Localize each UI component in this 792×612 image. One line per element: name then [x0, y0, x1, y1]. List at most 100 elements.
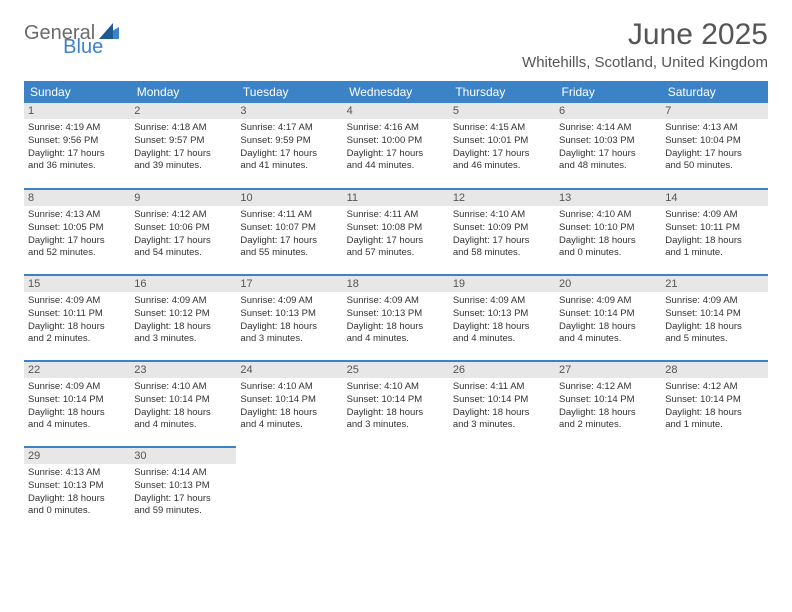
day-number: 8 — [24, 190, 130, 206]
sunrise-text: Sunrise: 4:12 AM — [559, 381, 657, 394]
day-number: 20 — [555, 276, 661, 292]
day-info: Sunrise: 4:18 AMSunset: 9:57 PMDaylight:… — [134, 122, 232, 173]
day-number: 5 — [449, 103, 555, 119]
sunset-text: Sunset: 10:09 PM — [453, 222, 551, 235]
day-info: Sunrise: 4:10 AMSunset: 10:14 PMDaylight… — [134, 381, 232, 432]
sunrise-text: Sunrise: 4:10 AM — [559, 209, 657, 222]
daylight-text: and 4 minutes. — [347, 333, 445, 346]
sunset-text: Sunset: 10:14 PM — [347, 394, 445, 407]
daylight-text: Daylight: 18 hours — [559, 407, 657, 420]
sunrise-text: Sunrise: 4:09 AM — [665, 209, 763, 222]
daylight-text: Daylight: 17 hours — [134, 493, 232, 506]
daylight-text: and 3 minutes. — [347, 419, 445, 432]
daylight-text: and 46 minutes. — [453, 160, 551, 173]
weekday-header: Saturday — [661, 81, 767, 103]
calendar-cell: 10 Sunrise: 4:11 AMSunset: 10:07 PMDaylig… — [236, 189, 342, 275]
sunset-text: Sunset: 10:13 PM — [453, 308, 551, 321]
sunset-text: Sunset: 10:14 PM — [240, 394, 338, 407]
daylight-text: and 3 minutes. — [453, 419, 551, 432]
daylight-text: Daylight: 17 hours — [240, 235, 338, 248]
sunset-text: Sunset: 10:10 PM — [559, 222, 657, 235]
sunset-text: Sunset: 9:59 PM — [240, 135, 338, 148]
sunset-text: Sunset: 10:08 PM — [347, 222, 445, 235]
daylight-text: Daylight: 17 hours — [28, 235, 126, 248]
day-number: 27 — [555, 362, 661, 378]
calendar-cell: 23Sunrise: 4:10 AMSunset: 10:14 PMDaylig… — [130, 361, 236, 447]
sunrise-text: Sunrise: 4:17 AM — [240, 122, 338, 135]
calendar-cell: 28Sunrise: 4:12 AMSunset: 10:14 PMDaylig… — [661, 361, 767, 447]
daylight-text: Daylight: 18 hours — [559, 235, 657, 248]
sunrise-text: Sunrise: 4:09 AM — [134, 295, 232, 308]
sunrise-text: Sunrise: 4:09 AM — [240, 295, 338, 308]
daylight-text: and 48 minutes. — [559, 160, 657, 173]
calendar-cell: 29Sunrise: 4:13 AMSunset: 10:13 PMDaylig… — [24, 447, 130, 533]
calendar-cell: 3 Sunrise: 4:17 AMSunset: 9:59 PMDaylight… — [236, 103, 342, 189]
daylight-text: and 5 minutes. — [665, 333, 763, 346]
daylight-text: and 44 minutes. — [347, 160, 445, 173]
day-number: 12 — [449, 190, 555, 206]
calendar-cell: 27Sunrise: 4:12 AMSunset: 10:14 PMDaylig… — [555, 361, 661, 447]
daylight-text: and 41 minutes. — [240, 160, 338, 173]
calendar-cell — [555, 447, 661, 533]
sunrise-text: Sunrise: 4:12 AM — [134, 209, 232, 222]
calendar-cell: 17Sunrise: 4:09 AMSunset: 10:13 PMDaylig… — [236, 275, 342, 361]
page-subtitle: Whitehills, Scotland, United Kingdom — [522, 54, 768, 71]
day-number: 11 — [343, 190, 449, 206]
sunrise-text: Sunrise: 4:15 AM — [453, 122, 551, 135]
calendar-cell: 20 Sunrise: 4:09 AMSunset: 10:14 PMDaylig… — [555, 275, 661, 361]
day-info: Sunrise: 4:09 AMSunset: 10:14 PMDaylight… — [665, 295, 763, 346]
day-info: Sunrise: 4:11 AMSunset: 10:07 PMDaylight… — [240, 209, 338, 260]
daylight-text: Daylight: 18 hours — [28, 321, 126, 334]
daylight-text: and 55 minutes. — [240, 247, 338, 260]
daylight-text: and 39 minutes. — [134, 160, 232, 173]
daylight-text: Daylight: 17 hours — [347, 235, 445, 248]
calendar-cell: 24Sunrise: 4:10 AMSunset: 10:14 PMDaylig… — [236, 361, 342, 447]
sunrise-text: Sunrise: 4:16 AM — [347, 122, 445, 135]
sunset-text: Sunset: 10:14 PM — [453, 394, 551, 407]
daylight-text: and 4 minutes. — [28, 419, 126, 432]
daylight-text: Daylight: 17 hours — [134, 148, 232, 161]
sunset-text: Sunset: 10:13 PM — [347, 308, 445, 321]
day-info: Sunrise: 4:15 AMSunset: 10:01 PMDaylight… — [453, 122, 551, 173]
calendar-cell — [661, 447, 767, 533]
daylight-text: Daylight: 18 hours — [28, 493, 126, 506]
calendar-cell: 16Sunrise: 4:09 AMSunset: 10:12 PMDaylig… — [130, 275, 236, 361]
day-number: 10 — [236, 190, 342, 206]
calendar-cell: 9Sunrise: 4:12 AMSunset: 10:06 PMDayligh… — [130, 189, 236, 275]
day-number: 3 — [236, 103, 342, 119]
sunrise-text: Sunrise: 4:09 AM — [559, 295, 657, 308]
daylight-text: Daylight: 17 hours — [240, 148, 338, 161]
calendar-cell: 19Sunrise: 4:09 AMSunset: 10:13 PMDaylig… — [449, 275, 555, 361]
daylight-text: Daylight: 18 hours — [28, 407, 126, 420]
sunrise-text: Sunrise: 4:10 AM — [453, 209, 551, 222]
daylight-text: and 2 minutes. — [559, 419, 657, 432]
day-number: 4 — [343, 103, 449, 119]
daylight-text: and 59 minutes. — [134, 505, 232, 518]
calendar-cell: 30Sunrise: 4:14 AMSunset: 10:13 PMDaylig… — [130, 447, 236, 533]
day-info: Sunrise: 4:09 AMSunset: 10:14 PMDaylight… — [559, 295, 657, 346]
day-info: Sunrise: 4:09 AMSunset: 10:11 PMDaylight… — [665, 209, 763, 260]
sunrise-text: Sunrise: 4:10 AM — [134, 381, 232, 394]
daylight-text: Daylight: 18 hours — [347, 321, 445, 334]
sunset-text: Sunset: 10:14 PM — [28, 394, 126, 407]
sunrise-text: Sunrise: 4:09 AM — [665, 295, 763, 308]
daylight-text: Daylight: 18 hours — [559, 321, 657, 334]
daylight-text: Daylight: 17 hours — [347, 148, 445, 161]
calendar-head: Sunday Monday Tuesday Wednesday Thursday… — [24, 81, 768, 103]
daylight-text: Daylight: 18 hours — [453, 321, 551, 334]
daylight-text: Daylight: 17 hours — [559, 148, 657, 161]
daylight-text: Daylight: 18 hours — [453, 407, 551, 420]
day-info: Sunrise: 4:10 AMSunset: 10:10 PMDaylight… — [559, 209, 657, 260]
title-block: June 2025 Whitehills, Scotland, United K… — [522, 18, 768, 71]
day-info: Sunrise: 4:16 AMSunset: 10:00 PMDaylight… — [347, 122, 445, 173]
calendar-row: 1Sunrise: 4:19 AMSunset: 9:56 PMDaylight… — [24, 103, 768, 189]
day-info: Sunrise: 4:12 AMSunset: 10:14 PMDaylight… — [665, 381, 763, 432]
sunrise-text: Sunrise: 4:18 AM — [134, 122, 232, 135]
calendar-row: 29Sunrise: 4:13 AMSunset: 10:13 PMDaylig… — [24, 447, 768, 533]
daylight-text: and 3 minutes. — [240, 333, 338, 346]
day-info: Sunrise: 4:09 AMSunset: 10:12 PMDaylight… — [134, 295, 232, 346]
sunset-text: Sunset: 10:14 PM — [559, 308, 657, 321]
daylight-text: and 52 minutes. — [28, 247, 126, 260]
calendar-table: Sunday Monday Tuesday Wednesday Thursday… — [24, 81, 768, 533]
sunrise-text: Sunrise: 4:14 AM — [559, 122, 657, 135]
